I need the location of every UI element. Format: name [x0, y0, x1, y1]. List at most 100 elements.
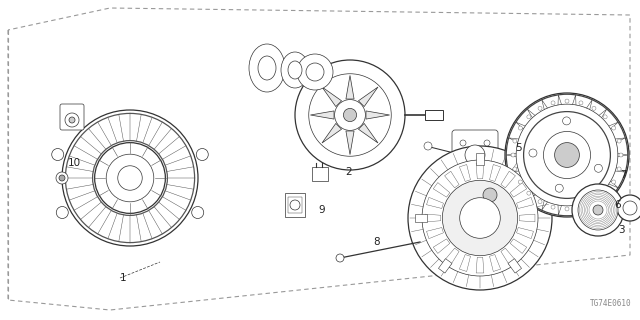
Ellipse shape	[288, 61, 302, 79]
Circle shape	[335, 100, 365, 131]
Circle shape	[623, 201, 637, 215]
Circle shape	[518, 180, 522, 184]
Circle shape	[465, 145, 485, 165]
Circle shape	[595, 164, 602, 172]
Circle shape	[484, 164, 490, 170]
Polygon shape	[510, 183, 527, 197]
Polygon shape	[322, 124, 342, 143]
Circle shape	[505, 93, 629, 217]
Text: TG74E0610: TG74E0610	[590, 299, 632, 308]
Circle shape	[484, 140, 490, 146]
Circle shape	[543, 132, 591, 179]
Polygon shape	[490, 164, 500, 181]
Circle shape	[578, 190, 618, 230]
Circle shape	[529, 149, 537, 157]
Bar	[288, 197, 302, 213]
Circle shape	[612, 180, 616, 184]
Circle shape	[62, 110, 198, 246]
Circle shape	[460, 140, 466, 146]
Circle shape	[422, 160, 538, 276]
Circle shape	[551, 205, 555, 209]
Circle shape	[408, 146, 552, 290]
Bar	[508, 259, 522, 273]
Circle shape	[556, 184, 563, 192]
Circle shape	[95, 143, 165, 213]
Circle shape	[460, 198, 500, 238]
Circle shape	[295, 60, 405, 170]
Circle shape	[612, 126, 616, 130]
Circle shape	[579, 205, 583, 209]
Bar	[438, 259, 452, 273]
Circle shape	[551, 101, 555, 105]
Polygon shape	[322, 87, 342, 107]
Polygon shape	[510, 239, 527, 253]
Bar	[425, 110, 443, 120]
Circle shape	[483, 188, 497, 202]
Bar	[312, 167, 328, 181]
Text: 2: 2	[345, 167, 351, 177]
Circle shape	[527, 115, 531, 119]
Circle shape	[524, 112, 611, 198]
Circle shape	[56, 206, 68, 219]
Bar	[476, 153, 484, 165]
Circle shape	[516, 104, 618, 206]
Circle shape	[476, 181, 504, 209]
Circle shape	[513, 139, 517, 143]
Bar	[415, 214, 427, 222]
Circle shape	[579, 101, 583, 105]
Circle shape	[572, 184, 624, 236]
Polygon shape	[433, 183, 450, 197]
Text: 3: 3	[618, 225, 625, 235]
Circle shape	[603, 115, 607, 119]
Polygon shape	[460, 164, 470, 181]
Circle shape	[192, 206, 204, 219]
Circle shape	[592, 106, 596, 110]
Polygon shape	[476, 163, 484, 179]
Polygon shape	[516, 228, 534, 239]
Circle shape	[106, 154, 154, 202]
FancyBboxPatch shape	[452, 130, 498, 180]
Circle shape	[442, 180, 518, 256]
Circle shape	[538, 106, 542, 110]
Circle shape	[506, 94, 628, 216]
Circle shape	[617, 139, 621, 143]
Circle shape	[118, 166, 142, 190]
Ellipse shape	[306, 63, 324, 81]
Polygon shape	[445, 171, 459, 188]
Text: 8: 8	[373, 237, 380, 247]
Circle shape	[513, 167, 517, 171]
Circle shape	[565, 99, 569, 103]
Polygon shape	[346, 76, 354, 99]
Circle shape	[344, 108, 356, 122]
Circle shape	[56, 172, 68, 184]
Text: 7: 7	[620, 170, 627, 180]
Circle shape	[196, 148, 208, 161]
Polygon shape	[426, 228, 444, 239]
Circle shape	[511, 153, 515, 157]
Polygon shape	[519, 214, 535, 222]
Circle shape	[563, 117, 571, 125]
Bar	[285, 193, 305, 217]
Circle shape	[468, 173, 512, 217]
Polygon shape	[433, 239, 450, 253]
Circle shape	[290, 200, 300, 210]
Circle shape	[424, 142, 432, 150]
Circle shape	[69, 117, 75, 123]
Polygon shape	[358, 124, 378, 143]
Polygon shape	[460, 255, 470, 271]
Text: 5: 5	[515, 143, 522, 153]
Polygon shape	[501, 171, 515, 188]
Ellipse shape	[249, 44, 285, 92]
Circle shape	[59, 175, 65, 181]
Polygon shape	[310, 111, 334, 119]
Polygon shape	[516, 197, 534, 208]
Circle shape	[518, 126, 522, 130]
Circle shape	[603, 191, 607, 195]
Circle shape	[93, 140, 168, 215]
Circle shape	[527, 191, 531, 195]
Polygon shape	[501, 248, 515, 265]
FancyBboxPatch shape	[60, 104, 84, 130]
Polygon shape	[445, 248, 459, 265]
Circle shape	[555, 143, 579, 167]
Circle shape	[617, 195, 640, 221]
